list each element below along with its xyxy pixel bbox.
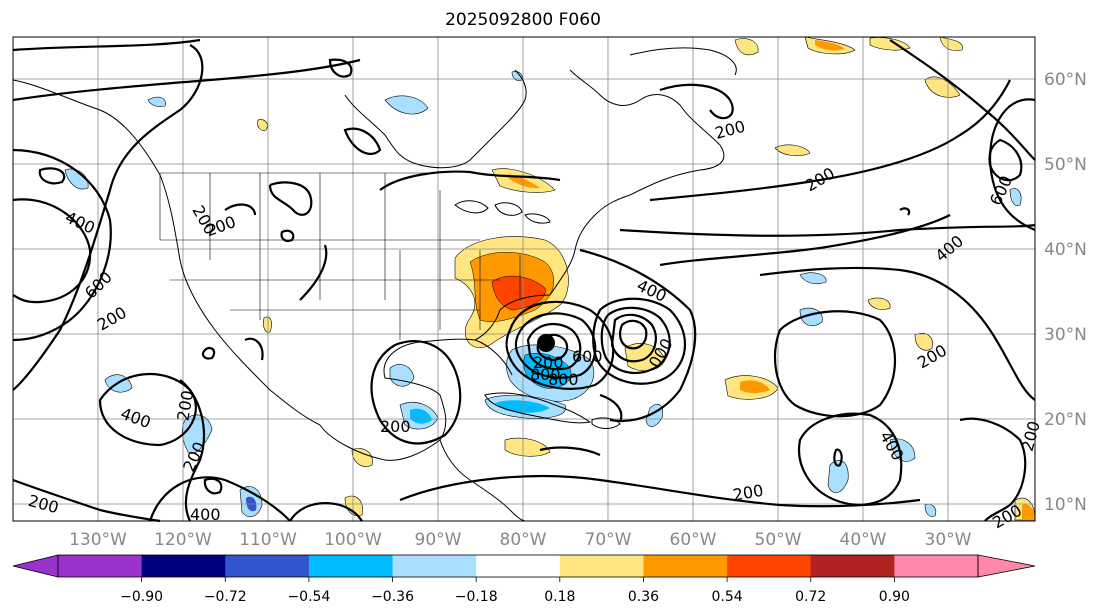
lat-label: 30°N bbox=[1044, 325, 1087, 345]
colorbar-segment bbox=[308, 555, 394, 577]
warm-anomaly-southeast-us-peak bbox=[491, 275, 546, 311]
colorbar-segment bbox=[643, 555, 728, 577]
colorbar-segment bbox=[810, 555, 895, 577]
colorbar-tick-label: 0.18 bbox=[544, 589, 575, 605]
lat-label: 40°N bbox=[1044, 240, 1087, 260]
lon-label: 70°W bbox=[585, 530, 632, 550]
contour-label: 200 bbox=[533, 353, 564, 372]
lat-label: 50°N bbox=[1044, 155, 1087, 175]
colorbar-tick-label: 0.36 bbox=[628, 589, 659, 605]
lat-label: 20°N bbox=[1044, 410, 1087, 430]
contour-label: 600 bbox=[572, 347, 603, 366]
colorbar-segment bbox=[559, 555, 644, 577]
graticule bbox=[13, 37, 1035, 521]
colorbar bbox=[12, 554, 1036, 582]
colorbar-tick-label: 0.54 bbox=[712, 589, 743, 605]
colorbar-extend-high bbox=[977, 554, 1036, 578]
colorbar-tick-label: −0.72 bbox=[204, 589, 247, 605]
storm-center-marker bbox=[537, 334, 555, 352]
colorbar-tick-label: −0.90 bbox=[120, 589, 163, 605]
colorbar-segment bbox=[894, 555, 979, 577]
lon-label: 110°W bbox=[239, 530, 297, 550]
lon-label: 60°W bbox=[670, 530, 717, 550]
colorbar-segment bbox=[476, 555, 561, 577]
colorbar-segment bbox=[225, 555, 310, 577]
lon-label: 80°W bbox=[500, 530, 547, 550]
colorbar-tick-label: 0.72 bbox=[795, 589, 826, 605]
colorbar-segment bbox=[392, 555, 477, 577]
lon-label: 50°W bbox=[755, 530, 802, 550]
contours bbox=[12, 38, 1036, 523]
cold-anomaly-gulf-west bbox=[389, 364, 415, 387]
lon-label: 100°W bbox=[324, 530, 382, 550]
colorbar-tick-label: −0.54 bbox=[287, 589, 330, 605]
colorbar-segment bbox=[58, 555, 143, 577]
coastlines bbox=[12, 47, 737, 522]
colorbar-segment bbox=[141, 555, 226, 577]
lon-label: 120°W bbox=[154, 530, 212, 550]
lat-label: 10°N bbox=[1044, 495, 1087, 515]
contour-label: 800 bbox=[530, 365, 561, 384]
contour-label: 400 bbox=[190, 505, 221, 524]
map-frame bbox=[12, 36, 1036, 522]
map-title: 2025092800 F060 bbox=[445, 10, 601, 30]
contour-label: 200 bbox=[380, 417, 411, 436]
colorbar-ticks: −0.90 −0.72 −0.54 −0.36 −0.18 0.18 0.36 … bbox=[120, 589, 910, 605]
latitude-labels: 60°N 50°N 40°N 30°N 20°N 10°N bbox=[1044, 70, 1087, 515]
lon-label: 90°W bbox=[415, 530, 462, 550]
colorbar-tick-label: 0.90 bbox=[879, 589, 910, 605]
state-borders bbox=[159, 172, 521, 340]
shaded-anomalies bbox=[64, 36, 1036, 521]
colorbar-extend-low bbox=[12, 554, 59, 578]
colorbar-segment bbox=[727, 555, 812, 577]
longitude-labels: 130°W 120°W 110°W 100°W 90°W 80°W 70°W 6… bbox=[69, 530, 972, 550]
lat-label: 60°N bbox=[1044, 70, 1087, 90]
colorbar-tick-label: −0.18 bbox=[455, 589, 498, 605]
colorbar-tick-label: −0.36 bbox=[371, 589, 414, 605]
lon-label: 130°W bbox=[69, 530, 127, 550]
lon-label: 30°W bbox=[925, 530, 972, 550]
lon-label: 40°W bbox=[840, 530, 887, 550]
contour-label: 800 bbox=[548, 370, 579, 389]
colorbar-frame bbox=[57, 554, 979, 578]
